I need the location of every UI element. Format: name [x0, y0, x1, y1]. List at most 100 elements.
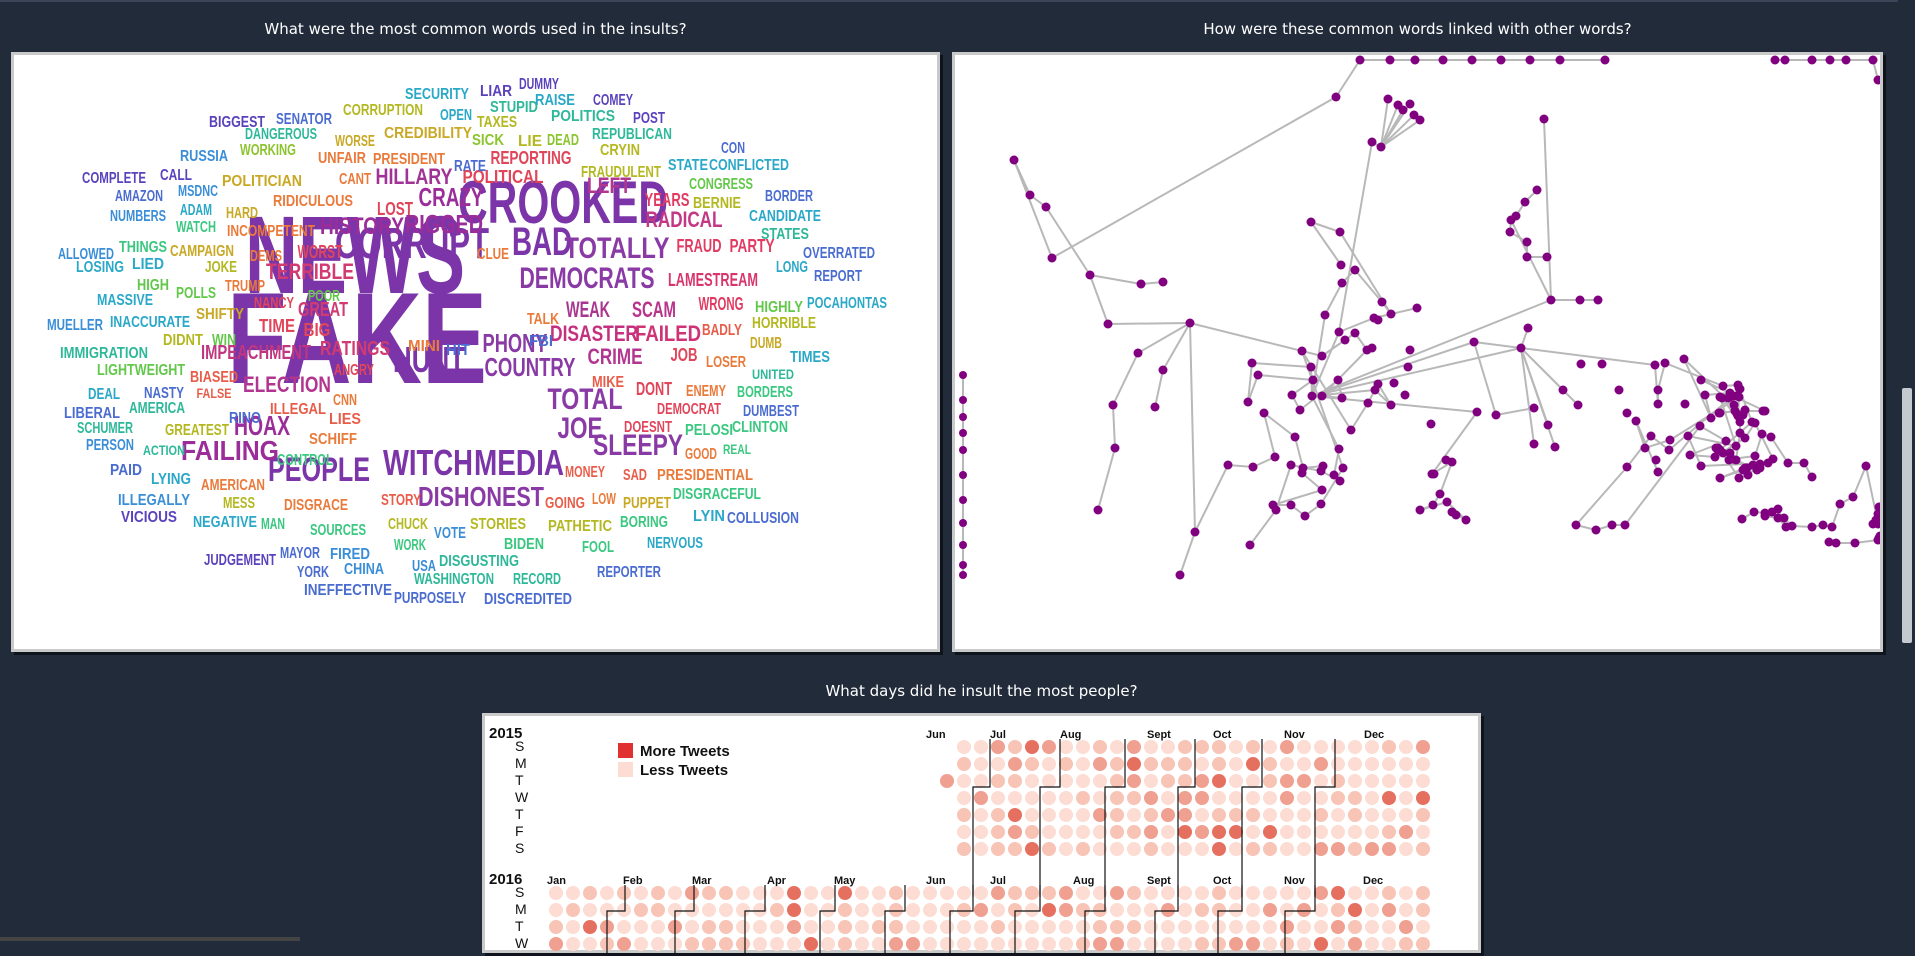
network-node[interactable]: [1824, 537, 1834, 547]
network-node[interactable]: [1108, 400, 1118, 410]
network-node[interactable]: [1175, 570, 1185, 580]
network-node[interactable]: [1373, 315, 1383, 325]
network-node[interactable]: [1650, 360, 1660, 370]
network-node[interactable]: [1715, 408, 1725, 418]
network-node[interactable]: [1451, 510, 1461, 520]
network-node[interactable]: [1317, 391, 1327, 401]
network-node[interactable]: [1523, 323, 1533, 333]
network-node[interactable]: [959, 541, 967, 549]
network-node[interactable]: [1009, 155, 1019, 165]
network-node[interactable]: [1461, 515, 1471, 525]
network-node[interactable]: [1818, 520, 1828, 530]
network-node[interactable]: [1472, 407, 1482, 417]
network-node[interactable]: [1150, 402, 1160, 412]
network-node[interactable]: [1651, 455, 1661, 465]
network-node[interactable]: [1287, 390, 1297, 400]
network-node[interactable]: [1335, 227, 1345, 237]
network-node[interactable]: [1383, 94, 1393, 104]
network-node[interactable]: [1286, 500, 1296, 510]
network-node[interactable]: [1133, 348, 1143, 358]
network-node[interactable]: [1718, 448, 1728, 458]
page-scrollbar-thumb[interactable]: [1902, 388, 1912, 643]
network-node[interactable]: [1334, 327, 1344, 337]
network-node[interactable]: [1336, 260, 1346, 270]
network-node[interactable]: [1664, 445, 1674, 455]
network-node[interactable]: [1573, 400, 1583, 410]
network-node[interactable]: [1825, 55, 1835, 65]
network-node[interactable]: [1412, 303, 1422, 313]
network-node[interactable]: [1539, 114, 1549, 124]
network-node[interactable]: [1740, 405, 1750, 415]
network-node[interactable]: [1696, 375, 1706, 385]
network-node[interactable]: [1735, 417, 1745, 427]
network-node[interactable]: [1496, 55, 1506, 65]
network-node[interactable]: [1409, 110, 1419, 120]
network-node[interactable]: [1337, 393, 1347, 403]
network-node[interactable]: [1316, 466, 1326, 476]
network-node[interactable]: [1874, 502, 1881, 512]
network-node[interactable]: [1290, 432, 1300, 442]
network-node[interactable]: [1410, 55, 1420, 65]
network-node[interactable]: [1247, 358, 1257, 368]
network-node[interactable]: [1546, 295, 1556, 305]
network-node[interactable]: [1223, 460, 1233, 470]
network-node[interactable]: [1591, 525, 1601, 535]
network-node[interactable]: [1297, 468, 1307, 478]
network-node[interactable]: [1158, 365, 1168, 375]
network-node[interactable]: [1665, 435, 1675, 445]
network-node[interactable]: [1550, 442, 1560, 452]
network-node[interactable]: [1389, 378, 1399, 388]
network-node[interactable]: [1093, 505, 1103, 515]
network-node[interactable]: [1386, 400, 1396, 410]
network-node[interactable]: [1522, 252, 1532, 262]
network-node[interactable]: [1245, 540, 1255, 550]
network-node[interactable]: [1767, 507, 1777, 517]
network-node[interactable]: [1520, 197, 1530, 207]
network-node[interactable]: [1110, 443, 1120, 453]
network-node[interactable]: [1271, 505, 1281, 515]
network-node[interactable]: [1827, 522, 1837, 532]
network-node[interactable]: [1286, 460, 1296, 470]
network-node[interactable]: [1622, 462, 1632, 472]
network-node[interactable]: [1711, 443, 1721, 453]
network-node[interactable]: [1835, 499, 1845, 509]
network-node[interactable]: [1715, 473, 1725, 483]
network-node[interactable]: [1085, 270, 1095, 280]
network-node[interactable]: [1779, 513, 1789, 523]
network-node[interactable]: [1653, 399, 1663, 409]
network-node[interactable]: [1729, 400, 1739, 410]
network-node[interactable]: [1415, 505, 1425, 515]
network-node[interactable]: [1799, 458, 1809, 468]
network-node[interactable]: [1491, 410, 1501, 420]
network-node[interactable]: [1426, 419, 1436, 429]
network-node[interactable]: [959, 571, 967, 579]
network-node[interactable]: [1243, 397, 1253, 407]
network-node[interactable]: [1442, 497, 1452, 507]
network-node[interactable]: [1505, 227, 1515, 237]
network-node[interactable]: [1334, 444, 1344, 454]
network-node[interactable]: [1700, 390, 1710, 400]
network-node[interactable]: [1685, 450, 1695, 460]
network-node[interactable]: [1516, 343, 1526, 353]
network-node[interactable]: [1367, 343, 1377, 353]
network-nodes[interactable]: [959, 55, 1881, 580]
network-node[interactable]: [1558, 385, 1568, 395]
network-node[interactable]: [959, 561, 967, 569]
network-node[interactable]: [1750, 451, 1760, 461]
network-node[interactable]: [1376, 142, 1386, 152]
network-node[interactable]: [1522, 237, 1532, 247]
network-node[interactable]: [1248, 462, 1258, 472]
network-node[interactable]: [1435, 489, 1445, 499]
network-node[interactable]: [1335, 476, 1345, 486]
network-node[interactable]: [1696, 461, 1706, 471]
network-node[interactable]: [1749, 507, 1759, 517]
network-node[interactable]: [1317, 351, 1327, 361]
network-node[interactable]: [1306, 217, 1316, 227]
network-node[interactable]: [1731, 441, 1741, 451]
network-node[interactable]: [1346, 425, 1356, 435]
network-node[interactable]: [1467, 55, 1477, 65]
network-graph[interactable]: [955, 55, 1880, 649]
network-node[interactable]: [1646, 431, 1656, 441]
network-node[interactable]: [1783, 458, 1793, 468]
network-node[interactable]: [1631, 416, 1641, 426]
